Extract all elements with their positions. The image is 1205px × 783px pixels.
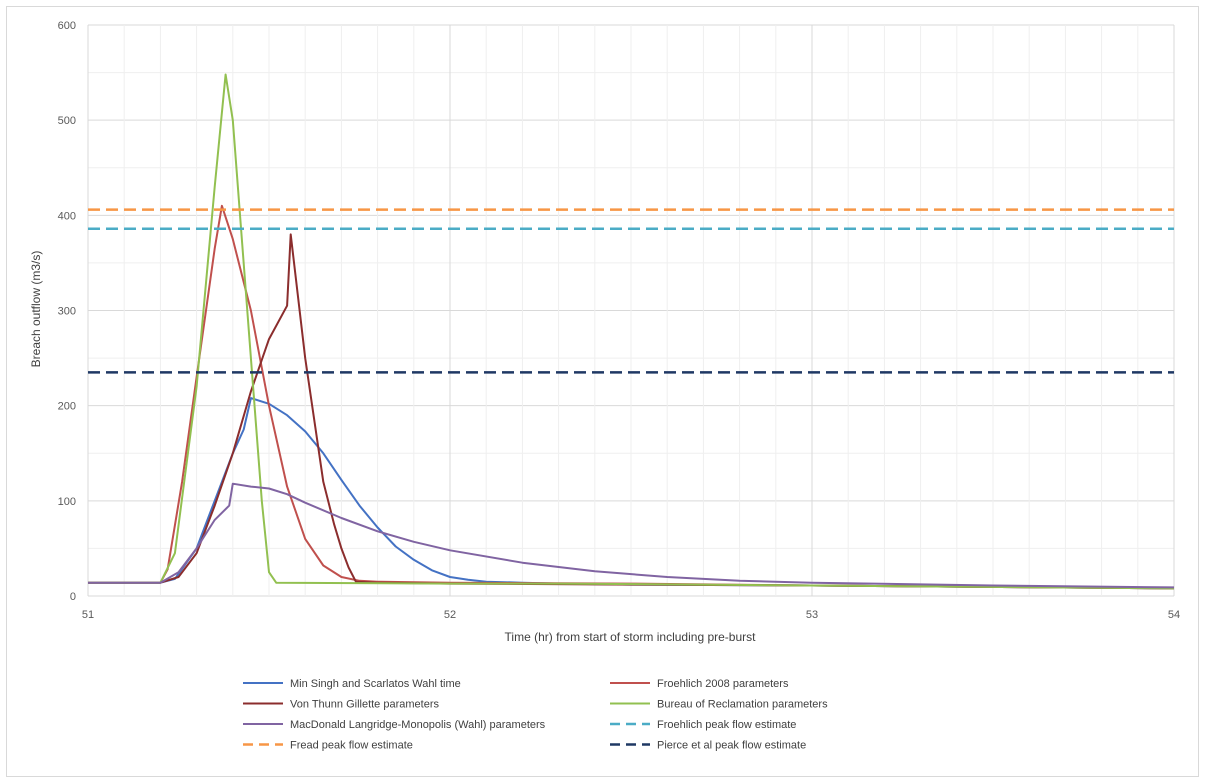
legend-label-von-thunn-gillette-parameters: Von Thunn Gillette parameters	[290, 699, 439, 711]
legend-label-macdonald-langridge-monopolis-wahl-parameters: MacDonald Langridge-Monopolis (Wahl) par…	[290, 719, 546, 731]
x-tick-label: 52	[444, 609, 456, 621]
grid-lines	[87, 24, 1175, 597]
legend-label-min-singh-and-scarlatos-wahl-time: Min Singh and Scarlatos Wahl time	[290, 678, 461, 690]
legend-label-fread-peak-flow-estimate: Fread peak flow estimate	[290, 740, 413, 752]
y-tick-label: 100	[58, 496, 76, 508]
series-line-bureau-of-reclamation-parameters	[88, 73, 1175, 590]
legend-label-pierce-et-al-peak-flow-estimate: Pierce et al peak flow estimate	[657, 740, 806, 752]
y-tick-label: 500	[58, 115, 76, 127]
series-line-macdonald-langridge-monopolis-wahl-parameters	[88, 482, 1175, 589]
y-tick-label: 0	[70, 591, 76, 603]
legend-label-froehlich-2008-parameters: Froehlich 2008 parameters	[657, 678, 789, 690]
legend: Min Singh and Scarlatos Wahl time Froehli…	[243, 678, 828, 752]
x-axis-title: Time (hr) from start of storm including …	[505, 630, 757, 644]
y-axis-title: Breach outflow (m3/s)	[29, 251, 43, 368]
y-tick-label: 600	[58, 20, 76, 32]
legend-label-bureau-of-reclamation-parameters: Bureau of Reclamation parameters	[657, 699, 828, 711]
chart-frame	[6, 6, 1199, 777]
x-tick-label: 54	[1168, 609, 1180, 621]
series-lines	[88, 73, 1175, 590]
y-tick-label: 300	[58, 306, 76, 318]
y-tick-label: 200	[58, 401, 76, 413]
y-tick-label: 400	[58, 210, 76, 222]
axes: 0 100 200 300 400 500 600 51 52 53 54	[58, 20, 1180, 621]
x-tick-label: 51	[82, 609, 94, 621]
x-tick-label: 53	[806, 609, 818, 621]
legend-label-froehlich-peak-flow-estimate: Froehlich peak flow estimate	[657, 719, 796, 731]
